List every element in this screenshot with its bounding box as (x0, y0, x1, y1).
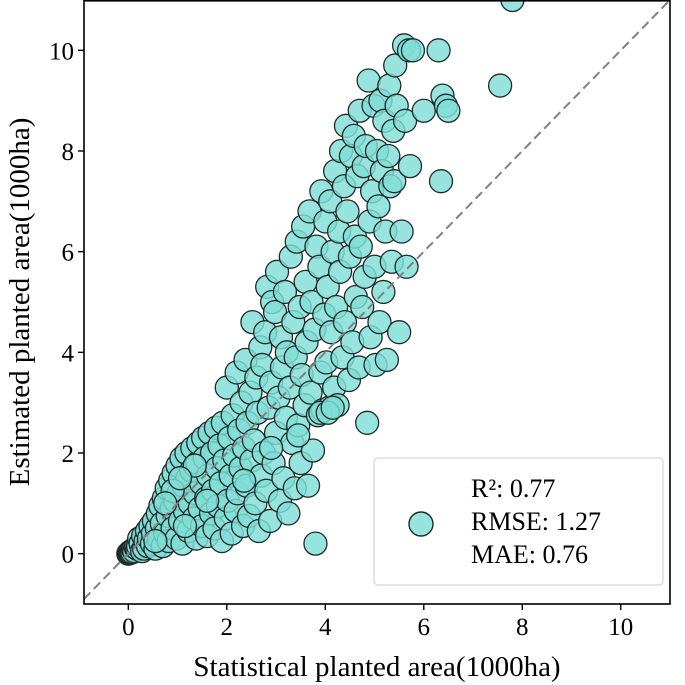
legend-rmse: RMSE: 1.27 (471, 507, 601, 536)
data-point (400, 38, 426, 63)
x-tick-label: 4 (319, 614, 332, 641)
ticks-layer: 0 2 4 6 8 10 0 2 4 6 8 10 (49, 38, 633, 641)
data-point (356, 68, 381, 93)
plot-frame (83, 0, 671, 605)
data-point (143, 528, 168, 554)
data-point (286, 423, 311, 448)
data-point (374, 347, 399, 373)
data-point (428, 169, 454, 194)
y-tick-label: 0 (62, 542, 75, 569)
data-point (335, 199, 360, 224)
data-point (394, 254, 419, 279)
data-point (276, 501, 301, 526)
data-point (367, 309, 392, 335)
data-point (303, 531, 328, 556)
data-point (426, 38, 451, 63)
data-point (436, 98, 461, 123)
data-point (389, 219, 414, 244)
y-tick-label: 6 (62, 240, 75, 267)
legend-mae: MAE: 0.76 (471, 540, 588, 569)
data-point (300, 438, 326, 463)
y-tick-label: 8 (62, 139, 75, 166)
x-tick-label: 0 (122, 614, 135, 641)
data-point (383, 53, 408, 78)
data-point (320, 395, 345, 420)
data-point (355, 410, 380, 435)
x-tick-label: 10 (608, 614, 633, 641)
legend-box (373, 457, 664, 586)
data-point (392, 108, 418, 133)
points-layer (116, 0, 525, 566)
data-point (382, 169, 407, 194)
data-point (411, 98, 436, 123)
data-point (194, 488, 220, 513)
data-point (387, 320, 412, 345)
data-point (348, 234, 373, 259)
legend-marker (408, 511, 434, 537)
data-point (272, 279, 298, 305)
data-point (487, 73, 513, 98)
data-point (231, 468, 257, 493)
data-point (167, 466, 193, 491)
data-point (295, 473, 321, 498)
x-tick-label: 6 (418, 614, 431, 641)
data-point (298, 380, 323, 405)
y-tick-label: 10 (49, 38, 74, 65)
legend-r2: R²: 0.77 (471, 474, 555, 503)
data-point (366, 194, 391, 219)
data-point (376, 143, 401, 169)
y-tick-label: 2 (62, 441, 75, 468)
data-point (397, 153, 423, 179)
x-axis-label: Statistical planted area(1000ha) (193, 651, 560, 683)
x-tick-label: 2 (221, 614, 234, 641)
x-tick-label: 8 (516, 614, 529, 641)
data-point (258, 435, 284, 461)
data-point (153, 491, 178, 516)
data-point (500, 0, 525, 13)
y-axis-label: Estimated planted area(1000ha) (4, 118, 36, 487)
data-point (350, 294, 375, 320)
legend: R²: 0.77 RMSE: 1.27 MAE: 0.76 (373, 457, 664, 586)
data-point (172, 513, 198, 539)
y-tick-label: 4 (62, 340, 75, 367)
